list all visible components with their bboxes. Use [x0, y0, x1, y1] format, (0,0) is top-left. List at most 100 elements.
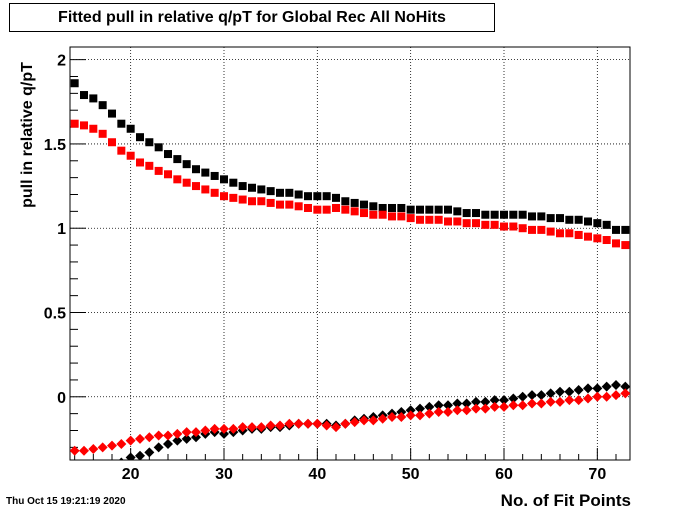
data-point-square — [145, 138, 154, 147]
data-point-square — [416, 215, 424, 224]
data-point-square — [201, 168, 210, 177]
data-point-square — [500, 222, 508, 231]
data-point-square — [341, 197, 350, 206]
data-point-diamond — [163, 438, 173, 449]
data-point-square — [406, 205, 415, 214]
data-point-diamond — [499, 401, 509, 412]
y-tick-label: 0.5 — [44, 306, 66, 323]
data-point-square — [621, 241, 630, 250]
data-point-square — [332, 203, 340, 212]
data-point-square — [229, 193, 238, 202]
data-point-square — [248, 197, 256, 206]
data-point-square — [378, 210, 387, 219]
data-point-square — [98, 129, 107, 138]
data-point-diamond — [209, 423, 220, 434]
data-point-diamond — [368, 415, 379, 426]
data-point-diamond — [471, 403, 481, 414]
x-tick-label: 50 — [402, 466, 420, 483]
data-point-square — [425, 205, 434, 214]
data-point-diamond — [172, 435, 183, 446]
data-point-square — [238, 195, 247, 204]
data-point-diamond — [79, 445, 89, 456]
data-point-diamond — [452, 398, 463, 409]
data-point-square — [220, 192, 228, 201]
data-point-diamond — [592, 391, 603, 402]
data-point-square — [444, 205, 452, 214]
data-point-diamond — [144, 447, 155, 458]
data-point-square — [126, 151, 135, 160]
data-point-diamond — [508, 393, 519, 404]
data-point-diamond — [433, 400, 444, 411]
data-point-diamond — [135, 450, 145, 460]
data-point-diamond — [107, 440, 117, 451]
data-point-diamond — [517, 391, 528, 402]
data-point-square — [229, 178, 238, 187]
tick-labels: 20 30 40 50 60 70 0 0.5 1 1.5 2 — [44, 53, 607, 483]
data-point-square — [518, 210, 527, 219]
data-point-diamond — [303, 418, 313, 429]
data-point-diamond — [592, 383, 603, 394]
data-point-square — [350, 207, 359, 216]
data-point-square — [500, 210, 508, 219]
y-tick-label: 1.5 — [44, 137, 66, 154]
data-point-square — [397, 203, 406, 212]
data-point-square — [70, 119, 79, 128]
data-point-square — [108, 109, 116, 118]
data-point-square — [434, 215, 443, 224]
data-point-square — [117, 119, 126, 128]
data-point-diamond — [536, 390, 547, 401]
data-point-square — [154, 166, 163, 175]
data-point-diamond — [247, 422, 257, 433]
data-point-diamond — [611, 390, 621, 401]
data-point-square — [136, 158, 144, 167]
data-point-square — [584, 217, 592, 226]
plot-frame — [69, 46, 631, 461]
data-point-square — [378, 203, 387, 212]
data-point-diamond — [471, 396, 481, 407]
data-point-square — [481, 220, 490, 229]
data-point-diamond — [377, 413, 388, 424]
chart-title-box: Fitted pull in relative q/pT for Global … — [9, 3, 495, 32]
data-point-square — [453, 217, 462, 226]
x-tick-label: 20 — [122, 466, 140, 483]
y-tick-label: 0 — [57, 390, 66, 407]
data-point-square — [518, 224, 527, 233]
data-point-diamond — [536, 398, 547, 409]
data-point-diamond — [396, 412, 407, 423]
data-point-square — [313, 205, 322, 214]
data-point-square — [145, 161, 154, 170]
data-point-square — [117, 146, 126, 155]
data-point-square — [173, 155, 182, 164]
data-point-square — [602, 236, 611, 245]
data-point-square — [509, 210, 518, 219]
data-point-diamond — [564, 386, 575, 397]
data-point-diamond — [620, 388, 630, 399]
data-point-diamond — [415, 403, 425, 414]
data-point-diamond — [564, 395, 575, 406]
data-point-diamond — [480, 403, 491, 414]
data-point-diamond — [555, 396, 565, 407]
x-tick-label: 70 — [588, 466, 606, 483]
data-point-square — [481, 210, 490, 219]
data-point-diamond — [452, 405, 463, 416]
data-point-square — [285, 188, 294, 197]
data-point-diamond — [181, 427, 192, 438]
axis-ticks — [70, 59, 617, 460]
data-point-square — [80, 121, 88, 130]
data-point-square — [276, 188, 284, 197]
y-axis-title: pull in relative q/pT — [19, 62, 36, 208]
data-point-square — [574, 230, 583, 239]
data-point-square — [584, 232, 592, 241]
data-point-diamond — [405, 405, 416, 416]
data-point-square — [612, 239, 620, 248]
data-point-square — [462, 209, 471, 218]
data-point-diamond — [321, 420, 332, 431]
data-point-square — [238, 182, 247, 191]
data-point-square — [546, 214, 555, 223]
data-point-diamond — [387, 412, 397, 423]
data-point-diamond — [256, 422, 267, 433]
data-point-square — [369, 210, 378, 219]
data-point-square — [574, 215, 583, 224]
data-point-square — [285, 200, 294, 209]
